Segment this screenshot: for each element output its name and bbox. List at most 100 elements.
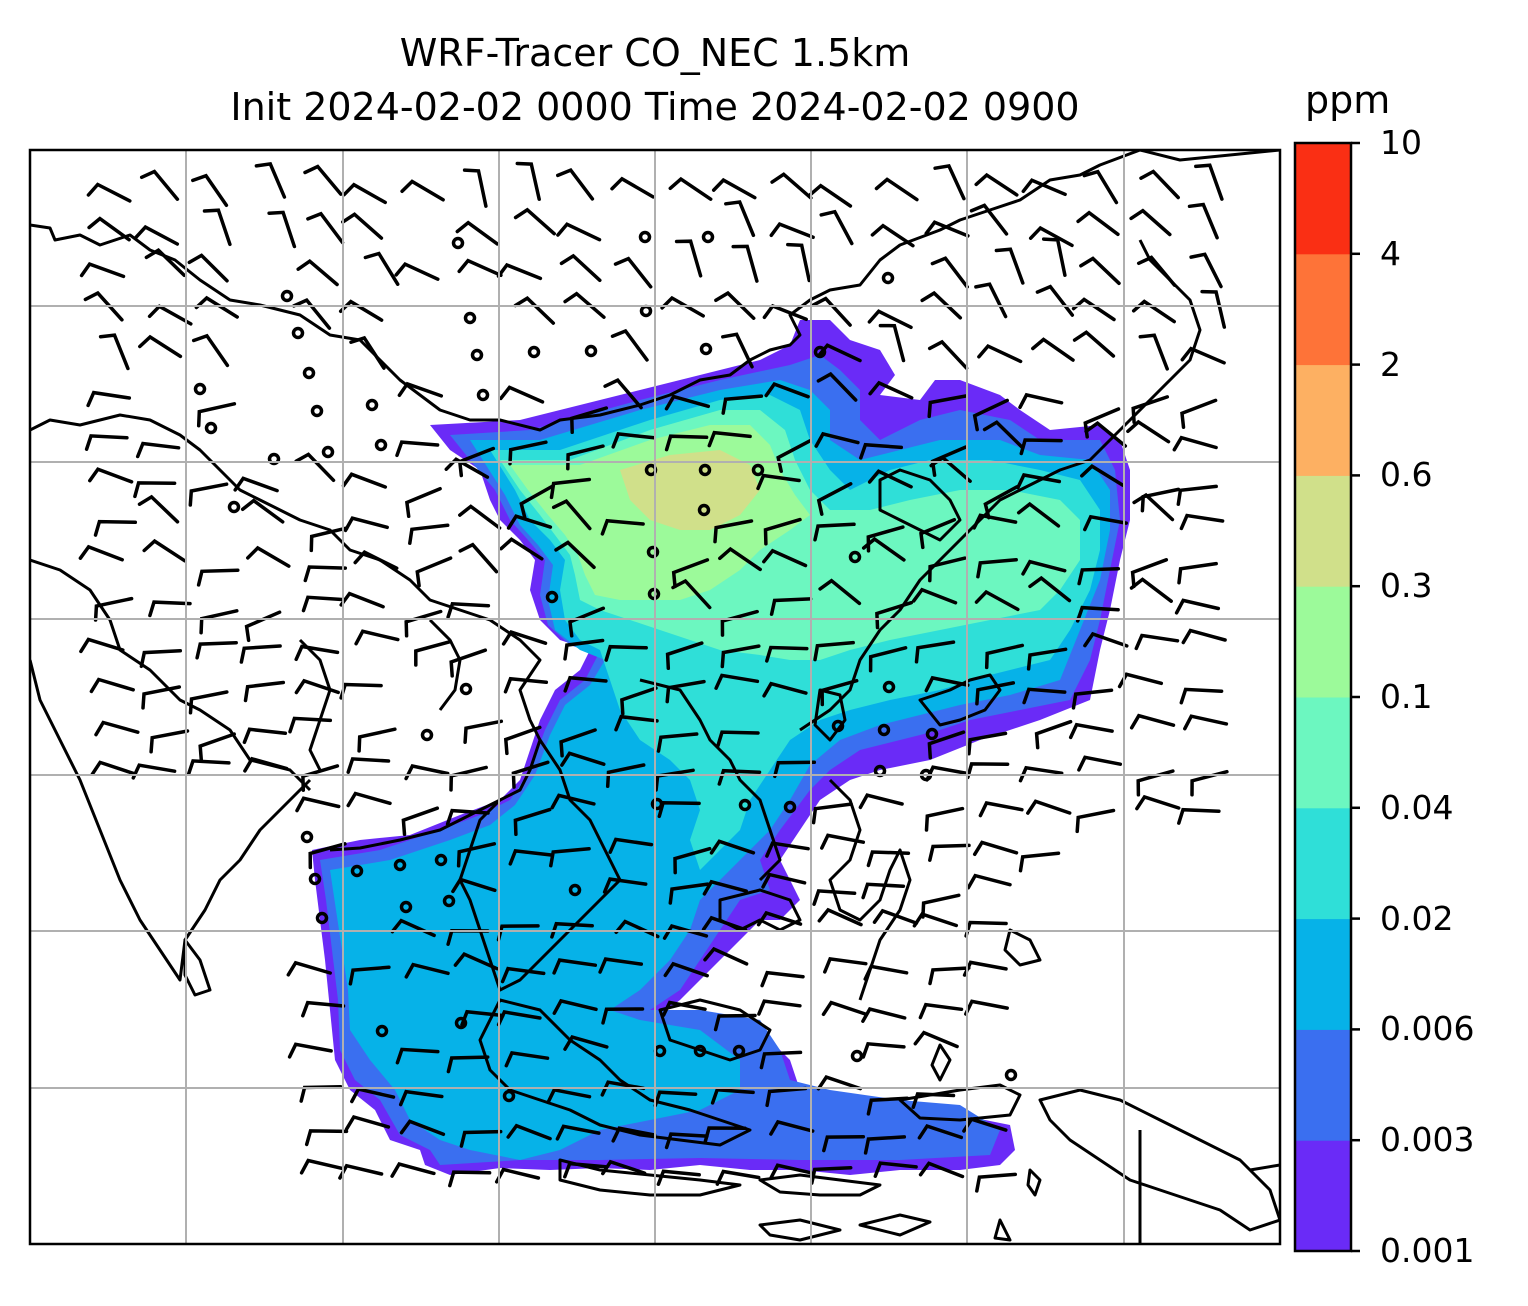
wind-barb bbox=[460, 1009, 505, 1027]
wind-barb bbox=[966, 873, 1012, 890]
wind-barb bbox=[301, 1000, 346, 1018]
wind-barb bbox=[286, 960, 332, 977]
wind-barb bbox=[350, 1087, 396, 1104]
wind-barb bbox=[395, 440, 440, 458]
colorbar-segment bbox=[1295, 807, 1351, 920]
wind-barb bbox=[88, 467, 134, 484]
calm-wind-marker bbox=[291, 326, 305, 340]
wind-barb bbox=[674, 239, 703, 278]
wind-barb bbox=[867, 309, 913, 330]
wind-barb bbox=[756, 473, 801, 491]
wind-barb bbox=[757, 999, 802, 1016]
wind-barb bbox=[1022, 687, 1067, 705]
wind-barb bbox=[341, 472, 388, 489]
wind-barb bbox=[1132, 492, 1175, 522]
wind-barb bbox=[762, 681, 808, 698]
wind-barb bbox=[920, 290, 963, 320]
wind-barb bbox=[1026, 799, 1072, 815]
wind-barb bbox=[303, 164, 343, 196]
wind-barb bbox=[709, 839, 756, 855]
wind-barb bbox=[861, 1006, 907, 1023]
wind-barb bbox=[494, 1167, 541, 1184]
wind-barb bbox=[444, 457, 490, 479]
calm-wind-marker bbox=[693, 1044, 707, 1058]
wind-barb bbox=[868, 646, 908, 673]
wind-barb bbox=[872, 908, 919, 925]
wind-barb bbox=[339, 591, 385, 609]
wind-barb bbox=[611, 1126, 657, 1143]
wind-barb bbox=[919, 517, 957, 550]
calm-wind-marker bbox=[375, 1024, 389, 1038]
wind-barb bbox=[614, 714, 659, 732]
calm-wind-marker bbox=[848, 550, 862, 564]
colorbar-tick-label: 0.001 bbox=[1380, 1231, 1475, 1270]
wind-barb bbox=[458, 542, 499, 574]
gridlines bbox=[30, 150, 1280, 1244]
wind-barb bbox=[972, 513, 1018, 530]
wind-barb bbox=[863, 1135, 907, 1155]
wind-barb bbox=[399, 1119, 446, 1137]
colorbar-segment bbox=[1295, 918, 1351, 1030]
wind-barb bbox=[763, 517, 802, 546]
wind-barb bbox=[552, 998, 598, 1015]
wind-barb bbox=[459, 1129, 503, 1148]
wind-barb bbox=[506, 1123, 552, 1141]
wind-barb bbox=[191, 173, 229, 208]
wind-barb bbox=[731, 244, 759, 283]
wind-barb bbox=[1076, 210, 1120, 237]
calm-wind-marker bbox=[365, 398, 379, 412]
wind-barb bbox=[304, 1129, 349, 1147]
wind-barb bbox=[1075, 605, 1120, 623]
wind-barb bbox=[927, 730, 966, 760]
colorbar-segment bbox=[1295, 586, 1351, 698]
colorbar-tick-label: 0.6 bbox=[1380, 455, 1433, 495]
wind-barb bbox=[972, 840, 1019, 857]
wind-barb bbox=[866, 1096, 909, 1116]
wind-barb bbox=[1131, 395, 1170, 425]
wind-barb bbox=[449, 648, 488, 678]
wind-barb bbox=[93, 596, 134, 622]
colorbar-segment bbox=[1295, 1029, 1351, 1141]
wind-barb bbox=[86, 182, 132, 203]
wind-barb bbox=[363, 251, 400, 286]
wind-barb bbox=[656, 732, 699, 753]
wind-barb bbox=[964, 920, 1008, 938]
wind-barb bbox=[308, 842, 347, 870]
wind-barb bbox=[913, 1030, 959, 1049]
wind-barb bbox=[813, 640, 855, 662]
wind-barb bbox=[816, 343, 862, 363]
calm-wind-marker bbox=[459, 682, 473, 696]
wind-barb bbox=[863, 964, 909, 981]
wind-barb bbox=[812, 889, 857, 906]
wind-barb bbox=[83, 290, 124, 322]
wind-barb bbox=[354, 629, 400, 646]
wind-barb bbox=[861, 536, 906, 562]
calm-wind-marker bbox=[502, 1089, 516, 1103]
wind-barb bbox=[503, 676, 549, 694]
wind-barb bbox=[859, 442, 904, 460]
wind-barb bbox=[90, 760, 137, 776]
wind-barb bbox=[559, 253, 602, 283]
wind-barb bbox=[1016, 501, 1061, 528]
wind-barb bbox=[188, 690, 229, 715]
wind-barb bbox=[1177, 561, 1218, 585]
wind-barb bbox=[1200, 289, 1227, 329]
wind-barb bbox=[1077, 755, 1123, 772]
wind-barb bbox=[550, 921, 594, 939]
wind-barb bbox=[664, 1132, 709, 1150]
colorbar-tick-label: 0.02 bbox=[1380, 898, 1454, 938]
wind-barb bbox=[195, 640, 238, 660]
calm-wind-marker bbox=[568, 883, 582, 897]
wind-barb bbox=[601, 1159, 647, 1176]
calm-wind-marker bbox=[442, 894, 456, 908]
wind-barb bbox=[1129, 713, 1176, 730]
wind-barb bbox=[296, 258, 339, 287]
colorbar-segment bbox=[1295, 475, 1351, 587]
wind-barb bbox=[600, 518, 645, 536]
calm-wind-marker bbox=[393, 858, 407, 872]
wind-barb bbox=[1021, 178, 1067, 197]
wind-barb bbox=[665, 679, 706, 704]
wind-barb bbox=[549, 477, 592, 500]
calm-wind-marker bbox=[850, 1049, 864, 1063]
wind-barb bbox=[1018, 765, 1064, 783]
